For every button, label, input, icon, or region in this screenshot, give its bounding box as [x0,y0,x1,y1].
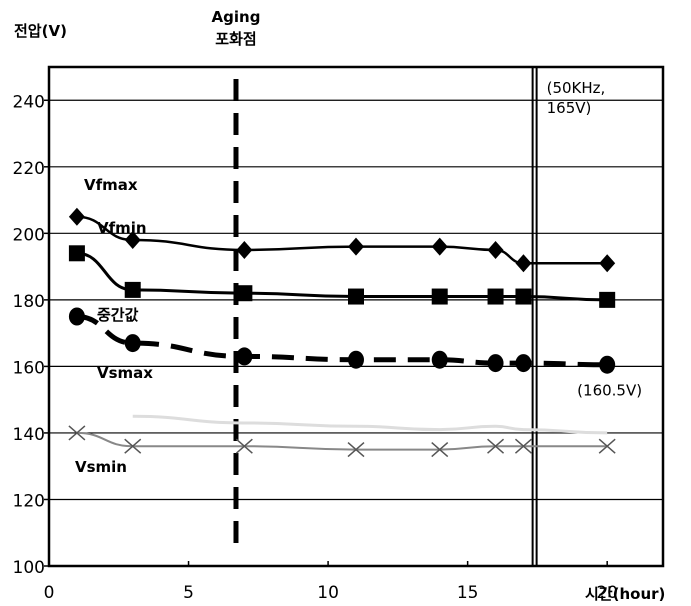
x-marker [68,425,86,441]
y-tick-label: 140 [13,425,45,445]
diamond-marker [431,237,448,256]
square-marker [515,288,532,305]
square-marker [487,288,504,305]
diamond-marker [68,207,85,226]
circle-marker [124,334,141,353]
aging-label: 포화점 [215,30,256,48]
y-tick-label: 240 [13,92,45,112]
grid-lines [44,99,663,567]
circle-marker [236,347,253,366]
x-tick-label: 20 [596,583,618,603]
x-axis-label: 시간(hour) [585,585,665,603]
vertical-markers: Aging 포화점 (50KHz, 165V) [212,8,606,566]
y-tick-label: 100 [13,558,45,578]
x-tick-label: 10 [317,583,339,603]
x-marker [598,438,616,454]
series-label: Vfmin [97,219,147,237]
y-tick-label: 160 [13,358,45,378]
square-marker [599,291,616,308]
diamond-marker [348,237,364,256]
square-marker [236,285,253,302]
x-marker [514,438,532,454]
series-label: 중간값 [97,306,139,324]
series-label: Vsmax [97,364,153,382]
annotations: (160.5V) [577,382,642,400]
x-marker [431,442,449,458]
square-marker [348,288,364,305]
circle-marker [515,354,532,373]
square-marker [124,281,141,298]
x-marker [487,438,505,454]
y-tick-label: 180 [13,292,45,312]
circle-marker [68,307,85,326]
reference-label: 165V) [547,99,592,117]
series-line [76,215,608,265]
y-tick-label: 220 [13,159,45,179]
y-axis-label: 전압(V) [14,22,67,40]
series-layer [68,207,616,458]
square-marker [431,288,448,305]
plot-frame [47,65,665,568]
series-label: Vsmin [75,458,127,476]
x-marker [347,442,365,458]
aging-label: Aging [212,8,261,26]
diamond-marker [236,240,253,259]
value-annotation: (160.5V) [577,382,642,400]
series-line [132,414,608,435]
series-labels: Vfmax Vfmin 중간값 Vsmax Vsmin [75,176,153,476]
x-tick-labels: 0 5 10 15 20 [44,583,618,603]
series-label: Vfmax [84,176,138,194]
x-marker [235,438,253,454]
y-tick-label: 200 [13,225,45,245]
y-tick-labels: 100 120 140 160 180 200 220 240 [13,92,45,578]
diamond-marker [599,254,616,273]
reference-label: (50KHz, [547,79,606,97]
x-tick-label: 0 [44,583,55,603]
x-tick-label: 5 [183,583,194,603]
diamond-marker [124,230,141,249]
circle-marker [348,350,364,369]
square-marker [68,245,85,262]
series-line [76,431,608,451]
circle-marker [431,350,448,369]
x-marker [124,438,142,454]
diamond-marker [487,240,504,259]
x-tick-label: 15 [457,583,479,603]
diamond-marker [515,254,532,273]
circle-marker [599,355,616,374]
y-tick-label: 120 [13,491,45,511]
circle-marker [487,354,504,373]
